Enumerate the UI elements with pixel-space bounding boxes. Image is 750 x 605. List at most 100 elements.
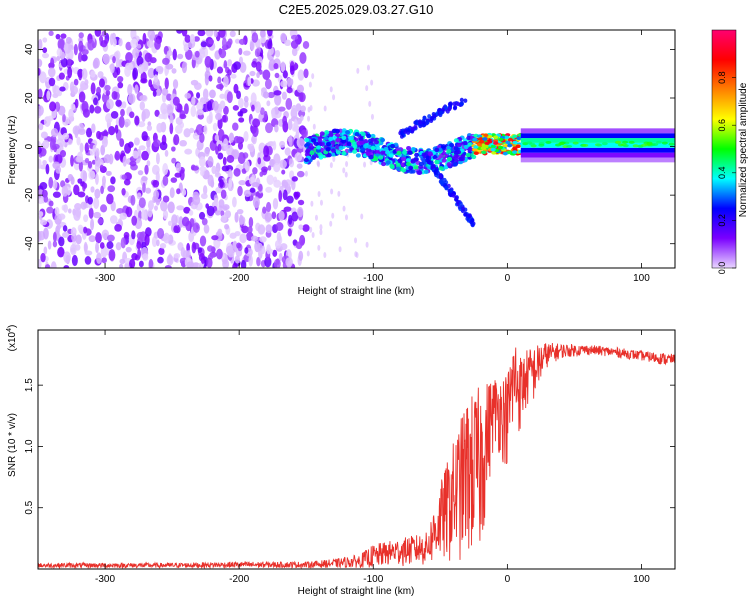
spectrogram-noise <box>342 167 346 174</box>
spectrogram-noise <box>170 177 178 183</box>
spectrogram-noise <box>311 232 315 239</box>
spectrogram-noise <box>129 160 137 167</box>
spectrogram-noise <box>38 88 43 100</box>
spectrogram-branch <box>439 110 444 116</box>
spectrogram-band <box>413 165 419 170</box>
spectrogram-noise <box>281 91 287 100</box>
spectrogram-noise <box>329 220 333 227</box>
spectrogram-noise <box>282 189 288 201</box>
spectrogram-noise <box>193 36 200 42</box>
spectrogram-noise <box>123 178 131 186</box>
spectrogram-noise <box>172 79 179 89</box>
spectrogram-noise <box>153 189 160 200</box>
spectrogram-noise <box>271 107 276 120</box>
spectrogram-noise <box>266 244 271 255</box>
spectrogram-noise <box>88 170 96 180</box>
spectrogram-noise <box>94 173 99 185</box>
spectrogram-noise <box>192 194 201 206</box>
spectrogram-noise <box>136 192 142 200</box>
spectrogram-branch <box>455 101 460 106</box>
spectrogram-noise <box>256 242 263 252</box>
spectrogram-noise <box>164 77 169 90</box>
spectrogram-noise <box>237 152 246 164</box>
spectrogram-noise <box>44 264 51 268</box>
spectrogram-x-tick-label: -200 <box>229 273 249 284</box>
spectrogram-noise <box>88 207 94 219</box>
spectrogram-ticks: -300 -200 -100 0 100 40 20 0 -20 -40 <box>24 30 675 284</box>
spectrogram-noise <box>176 30 183 34</box>
spectrogram-noise <box>42 139 50 149</box>
spectrogram-noise <box>370 113 374 120</box>
spectrogram-noise <box>83 226 88 234</box>
spectrogram-noise <box>299 52 307 64</box>
spectrogram-band <box>348 135 354 141</box>
spectrogram-noise <box>238 179 246 186</box>
spectrogram-noise <box>337 190 341 197</box>
spectrogram-band <box>319 131 325 136</box>
spectrogram-branch <box>470 222 475 228</box>
spectrogram-noise <box>199 166 207 172</box>
spectrogram-noise <box>108 126 116 136</box>
spectrogram-peak <box>483 133 489 138</box>
snr-multiplier-exp: 4 <box>6 328 13 332</box>
spectrogram-noise <box>236 242 242 249</box>
spectrogram-noise <box>307 106 311 113</box>
spectrogram-noise <box>217 117 223 130</box>
spectrogram-band <box>467 147 473 152</box>
spectrogram-y-axis-label: Frequency (Hz) <box>7 116 18 185</box>
spectrogram-branch <box>454 195 459 201</box>
spectrogram-noise <box>178 216 184 228</box>
spectrogram-noise <box>50 127 59 138</box>
spectrogram-noise <box>254 101 262 114</box>
spectrogram-noise <box>120 237 126 249</box>
spectrogram-noise <box>312 123 316 130</box>
spectrogram-noise <box>85 127 93 138</box>
spectrogram-noise <box>162 57 170 65</box>
spectrogram-noise <box>125 246 132 253</box>
spectrogram-branch <box>438 174 443 179</box>
spectrogram-noise <box>172 96 180 106</box>
spectrogram-noise <box>94 105 102 114</box>
spectrogram-noise <box>90 70 96 78</box>
spectrogram-band <box>446 149 452 154</box>
spectrogram-noise <box>155 170 160 183</box>
spectrogram-peak <box>503 135 510 140</box>
spectrogram-tail <box>615 140 622 144</box>
spectrogram-noise <box>279 140 286 148</box>
spectrogram-noise <box>234 38 240 44</box>
spectrogram-tail <box>632 144 639 148</box>
spectrogram-noise <box>207 156 214 168</box>
spectrogram-noise <box>220 189 227 199</box>
spectrogram-noise <box>259 107 265 116</box>
spectrogram-noise <box>228 132 235 143</box>
spectrogram-noise <box>319 229 323 236</box>
spectrogram-noise <box>108 153 114 165</box>
spectrogram-noise <box>171 157 177 164</box>
spectrogram-noise <box>73 43 78 56</box>
spectrogram-band <box>405 158 411 163</box>
spectrogram-noise <box>242 50 251 56</box>
colorbar-ticks: 0.0 0.2 0.4 0.6 0.8 <box>717 71 736 274</box>
spectrogram-noise <box>354 251 358 258</box>
spectrogram-noise <box>192 222 200 233</box>
spectrogram-band <box>317 141 323 147</box>
spectrogram-branch <box>460 101 465 106</box>
snr-x-tick-label: -300 <box>95 574 115 585</box>
spectrogram-band <box>326 141 332 147</box>
spectrogram-noise <box>247 226 253 234</box>
spectrogram-band <box>458 156 464 162</box>
spectrogram-noise <box>101 175 106 186</box>
spectrogram-noise <box>162 195 170 203</box>
spectrogram-noise <box>179 169 185 181</box>
snr-x-tick-label: -200 <box>229 574 249 585</box>
spectrogram-noise <box>38 258 42 268</box>
spectrogram-noise <box>216 66 224 74</box>
spectrogram-noise <box>198 156 206 168</box>
spectrogram-noise <box>139 101 146 111</box>
spectrogram-noise <box>227 59 232 67</box>
spectrogram-branch <box>463 98 468 103</box>
spectrogram-band <box>402 150 408 155</box>
spectrogram-band <box>456 149 462 155</box>
spectrogram-peak <box>507 137 513 142</box>
